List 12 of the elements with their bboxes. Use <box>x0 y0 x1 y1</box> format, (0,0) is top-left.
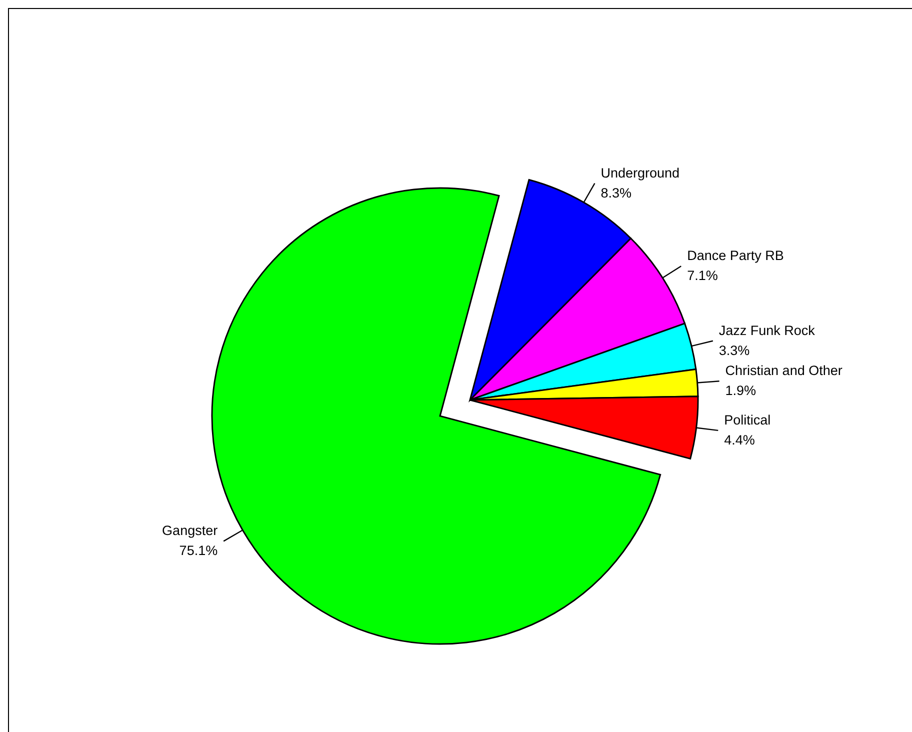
data-label: 1.9% <box>725 383 756 398</box>
slice-label: Dance Party RB <box>687 248 784 264</box>
data-label: 3.3% <box>718 342 750 358</box>
slice-label: Christian and Other <box>725 363 843 378</box>
data-label: 75.1% <box>179 543 218 558</box>
slice-label: Underground <box>600 165 680 180</box>
slice-label: Political <box>724 412 771 428</box>
data-label: 8.3% <box>600 185 632 200</box>
slice-label: Gangster <box>162 523 218 538</box>
data-label: 4.4% <box>724 432 755 448</box>
data-label: 7.1% <box>687 268 718 284</box>
slice-label: Jazz Funk Rock <box>718 322 816 338</box>
